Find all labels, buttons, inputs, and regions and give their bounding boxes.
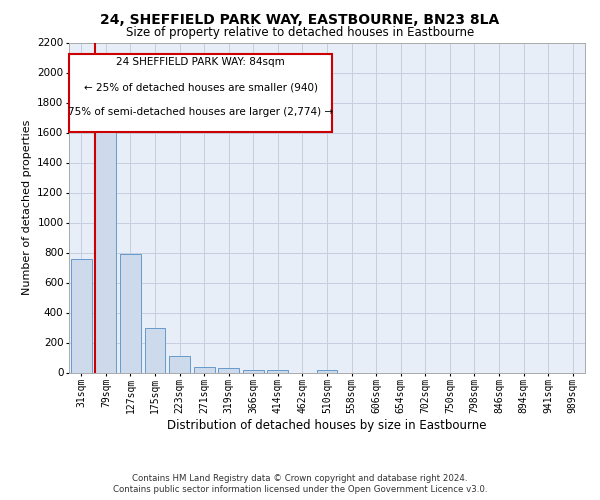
Text: 24, SHEFFIELD PARK WAY, EASTBOURNE, BN23 8LA: 24, SHEFFIELD PARK WAY, EASTBOURNE, BN23… [100, 12, 500, 26]
Bar [145, 328, 166, 372]
Bar [120, 254, 141, 372]
Text: 24 SHEFFIELD PARK WAY: 84sqm: 24 SHEFFIELD PARK WAY: 84sqm [116, 58, 285, 68]
Bar [194, 367, 215, 372]
Text: Contains HM Land Registry data © Crown copyright and database right 2024.
Contai: Contains HM Land Registry data © Crown c… [113, 474, 487, 494]
Bar [218, 368, 239, 372]
Y-axis label: Number of detached properties: Number of detached properties [22, 120, 32, 295]
Bar [268, 370, 289, 372]
Text: Size of property relative to detached houses in Eastbourne: Size of property relative to detached ho… [126, 26, 474, 39]
X-axis label: Distribution of detached houses by size in Eastbourne: Distribution of detached houses by size … [167, 419, 487, 432]
Bar [71, 258, 92, 372]
Bar [317, 370, 337, 372]
Text: ← 25% of detached houses are smaller (940): ← 25% of detached houses are smaller (94… [83, 82, 317, 92]
FancyBboxPatch shape [69, 54, 332, 132]
Bar [243, 370, 264, 372]
Text: 75% of semi-detached houses are larger (2,774) →: 75% of semi-detached houses are larger (… [68, 107, 333, 117]
Bar [95, 124, 116, 372]
Bar [169, 356, 190, 372]
